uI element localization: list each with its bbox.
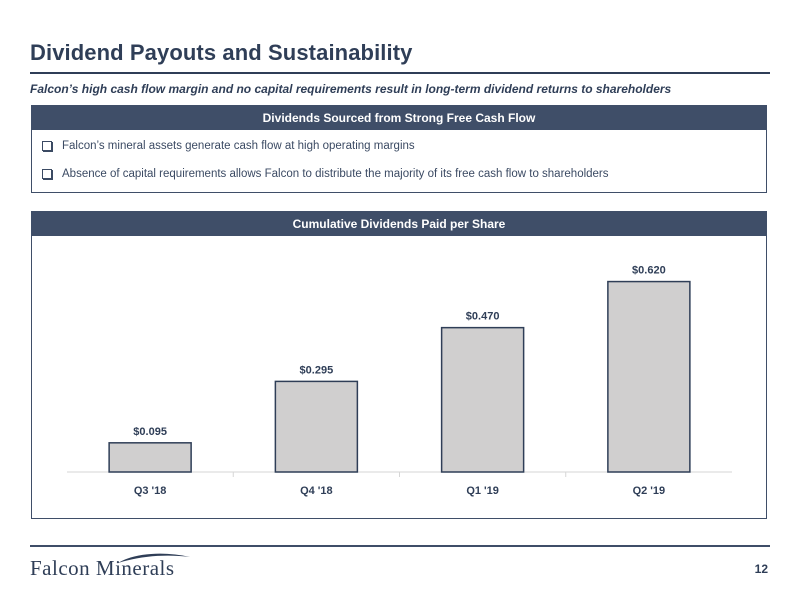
bar-0 xyxy=(108,442,192,473)
bullet-item: Falcon’s mineral assets generate cash fl… xyxy=(42,140,415,152)
checkbox-bullet-icon xyxy=(42,169,52,179)
x-tick-label-2: Q1 '19 xyxy=(466,485,499,497)
bullet-text: Falcon’s mineral assets generate cash fl… xyxy=(62,140,415,152)
x-tick-label-3: Q2 '19 xyxy=(633,485,666,497)
data-label-1: $0.295 xyxy=(300,364,334,376)
bullet-item: Absence of capital requirements allows F… xyxy=(42,168,609,180)
page-number: 12 xyxy=(754,562,768,576)
free-cash-flow-panel-header: Dividends Sourced from Strong Free Cash … xyxy=(32,106,766,130)
data-label-0: $0.095 xyxy=(133,426,167,438)
footer-divider xyxy=(30,545,770,547)
x-tick-label-0: Q3 '18 xyxy=(134,485,167,497)
data-label-2: $0.470 xyxy=(466,311,500,323)
checkbox-bullet-icon xyxy=(42,141,52,151)
bar-3 xyxy=(607,280,691,473)
page-title: Dividend Payouts and Sustainability xyxy=(30,40,413,65)
falcon-minerals-logo: Falcon Minerals xyxy=(30,556,175,580)
data-label-3: $0.620 xyxy=(632,265,666,277)
falcon-wing-logo-icon xyxy=(118,553,190,563)
dividends-chart-panel-header: Cumulative Dividends Paid per Share xyxy=(32,212,766,236)
dividends-bar-chart: $0.095 Q3 '18 $0.295 Q4 '18 $0.470 Q1 '19 $0.6… xyxy=(67,265,732,497)
bar-1 xyxy=(274,380,359,473)
page-subtitle: Falcon’s high cash flow margin and no ca… xyxy=(30,82,672,96)
title-divider xyxy=(30,72,770,74)
bullet-text: Absence of capital requirements allows F… xyxy=(62,168,609,180)
dividends-chart-panel: Cumulative Dividends Paid per Share $0.0… xyxy=(31,211,767,519)
x-tick-label-1: Q4 '18 xyxy=(300,485,333,497)
free-cash-flow-panel: Dividends Sourced from Strong Free Cash … xyxy=(31,105,767,193)
bar-2 xyxy=(440,326,525,473)
